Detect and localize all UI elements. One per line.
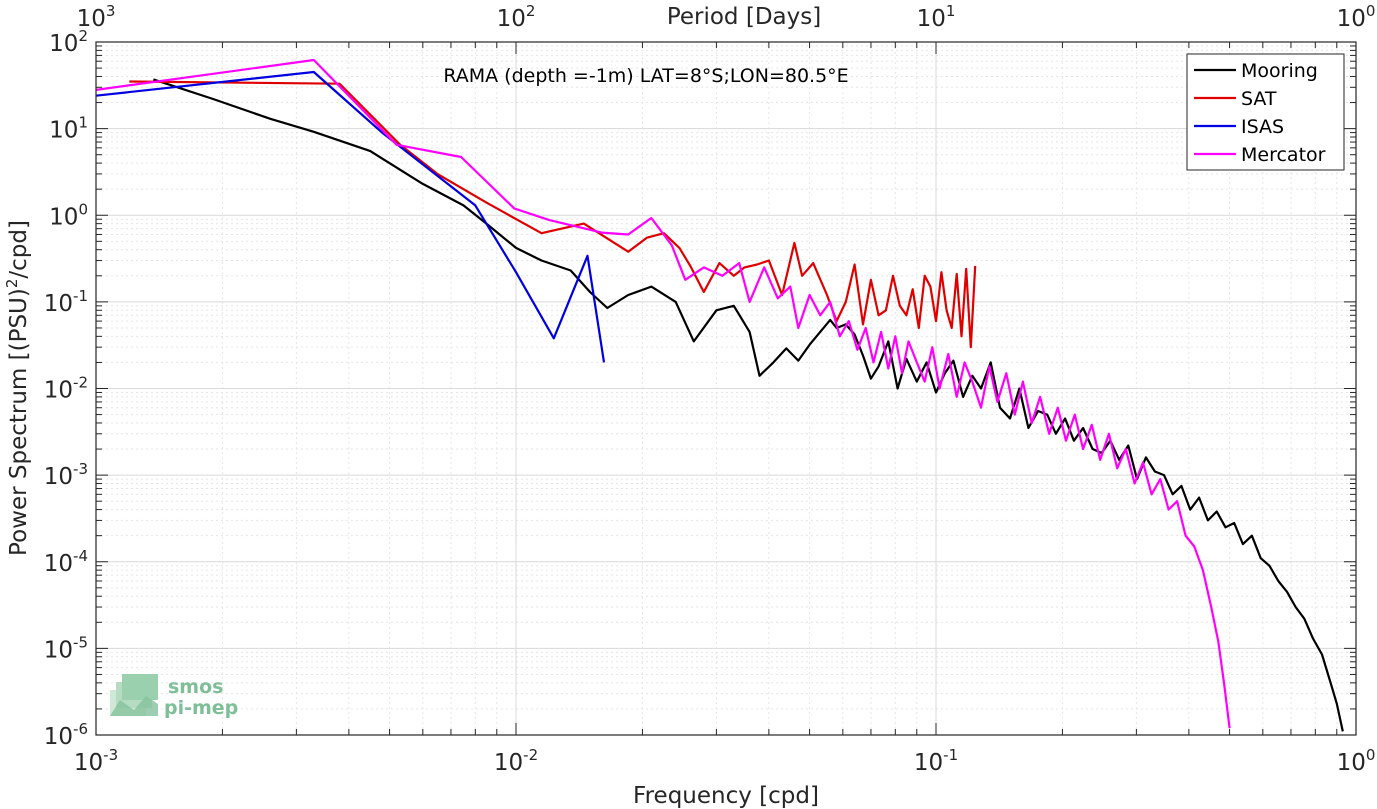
legend-label-mercator: Mercator xyxy=(1241,144,1326,166)
x-tick-label: 10-2 xyxy=(494,746,538,776)
chart-annotation: RAMA (depth =-1m) LAT=8°S;LON=80.5°E xyxy=(443,65,848,87)
y-tick-label: 10-2 xyxy=(44,374,88,404)
y-axis-title: Power Spectrum [(PSU)2/cpd] xyxy=(3,220,32,556)
y-tick-label: 100 xyxy=(49,200,88,230)
tick-marks xyxy=(95,41,1357,736)
y-tick-label: 102 xyxy=(49,27,88,57)
y-tick-label: 10-4 xyxy=(44,547,88,577)
top-tick-label: 102 xyxy=(497,2,536,32)
legend-label-mooring: Mooring xyxy=(1241,60,1318,82)
series-line-isas xyxy=(95,70,606,363)
x-tick-label: 10-3 xyxy=(74,746,118,776)
top-axis-title: Period [Days] xyxy=(667,4,821,30)
top-tick-labels: 103 102 101 100 xyxy=(77,2,1376,32)
x-tick-labels: 10-3 10-2 10-1 100 xyxy=(74,746,1376,776)
legend-box xyxy=(1186,53,1345,171)
logo-text-pimep: pi-mep xyxy=(164,697,238,719)
x-axis-title: Frequency [cpd] xyxy=(633,783,819,809)
x-tick-label: 10-1 xyxy=(914,746,958,776)
series-layer xyxy=(95,58,1344,732)
y-axis-title-sup: 2 xyxy=(3,279,21,289)
y-tick-label: 10-1 xyxy=(44,287,88,317)
top-tick-label: 101 xyxy=(917,2,956,32)
top-tick-label: 103 xyxy=(77,2,116,32)
y-axis-title-tail: /cpd] xyxy=(6,220,32,279)
logo-text-smos: smos xyxy=(168,676,223,698)
series-line-mooring xyxy=(153,78,1344,732)
x-tick-label: 100 xyxy=(1337,746,1376,776)
y-tick-label: 10-5 xyxy=(44,633,88,663)
major-grid xyxy=(95,41,1357,736)
legend: Mooring SAT ISAS Mercator xyxy=(1186,53,1345,171)
series-line-sat xyxy=(129,80,977,349)
y-axis-title-main: Power Spectrum [(PSU) xyxy=(6,288,32,556)
y-tick-label: 10-6 xyxy=(44,720,88,750)
y-tick-label: 10-3 xyxy=(44,460,88,490)
y-tick-labels: 102 101 100 10-1 10-2 10-3 10-4 10-5 10-6 xyxy=(44,27,88,750)
top-tick-label: 100 xyxy=(1337,2,1376,32)
legend-label-sat: SAT xyxy=(1241,88,1277,110)
series-line-mercator xyxy=(95,58,1231,729)
legend-label-isas: ISAS xyxy=(1241,116,1284,138)
smos-pimep-logo: smos pi-mep xyxy=(110,674,238,719)
y-tick-label: 101 xyxy=(49,114,88,144)
